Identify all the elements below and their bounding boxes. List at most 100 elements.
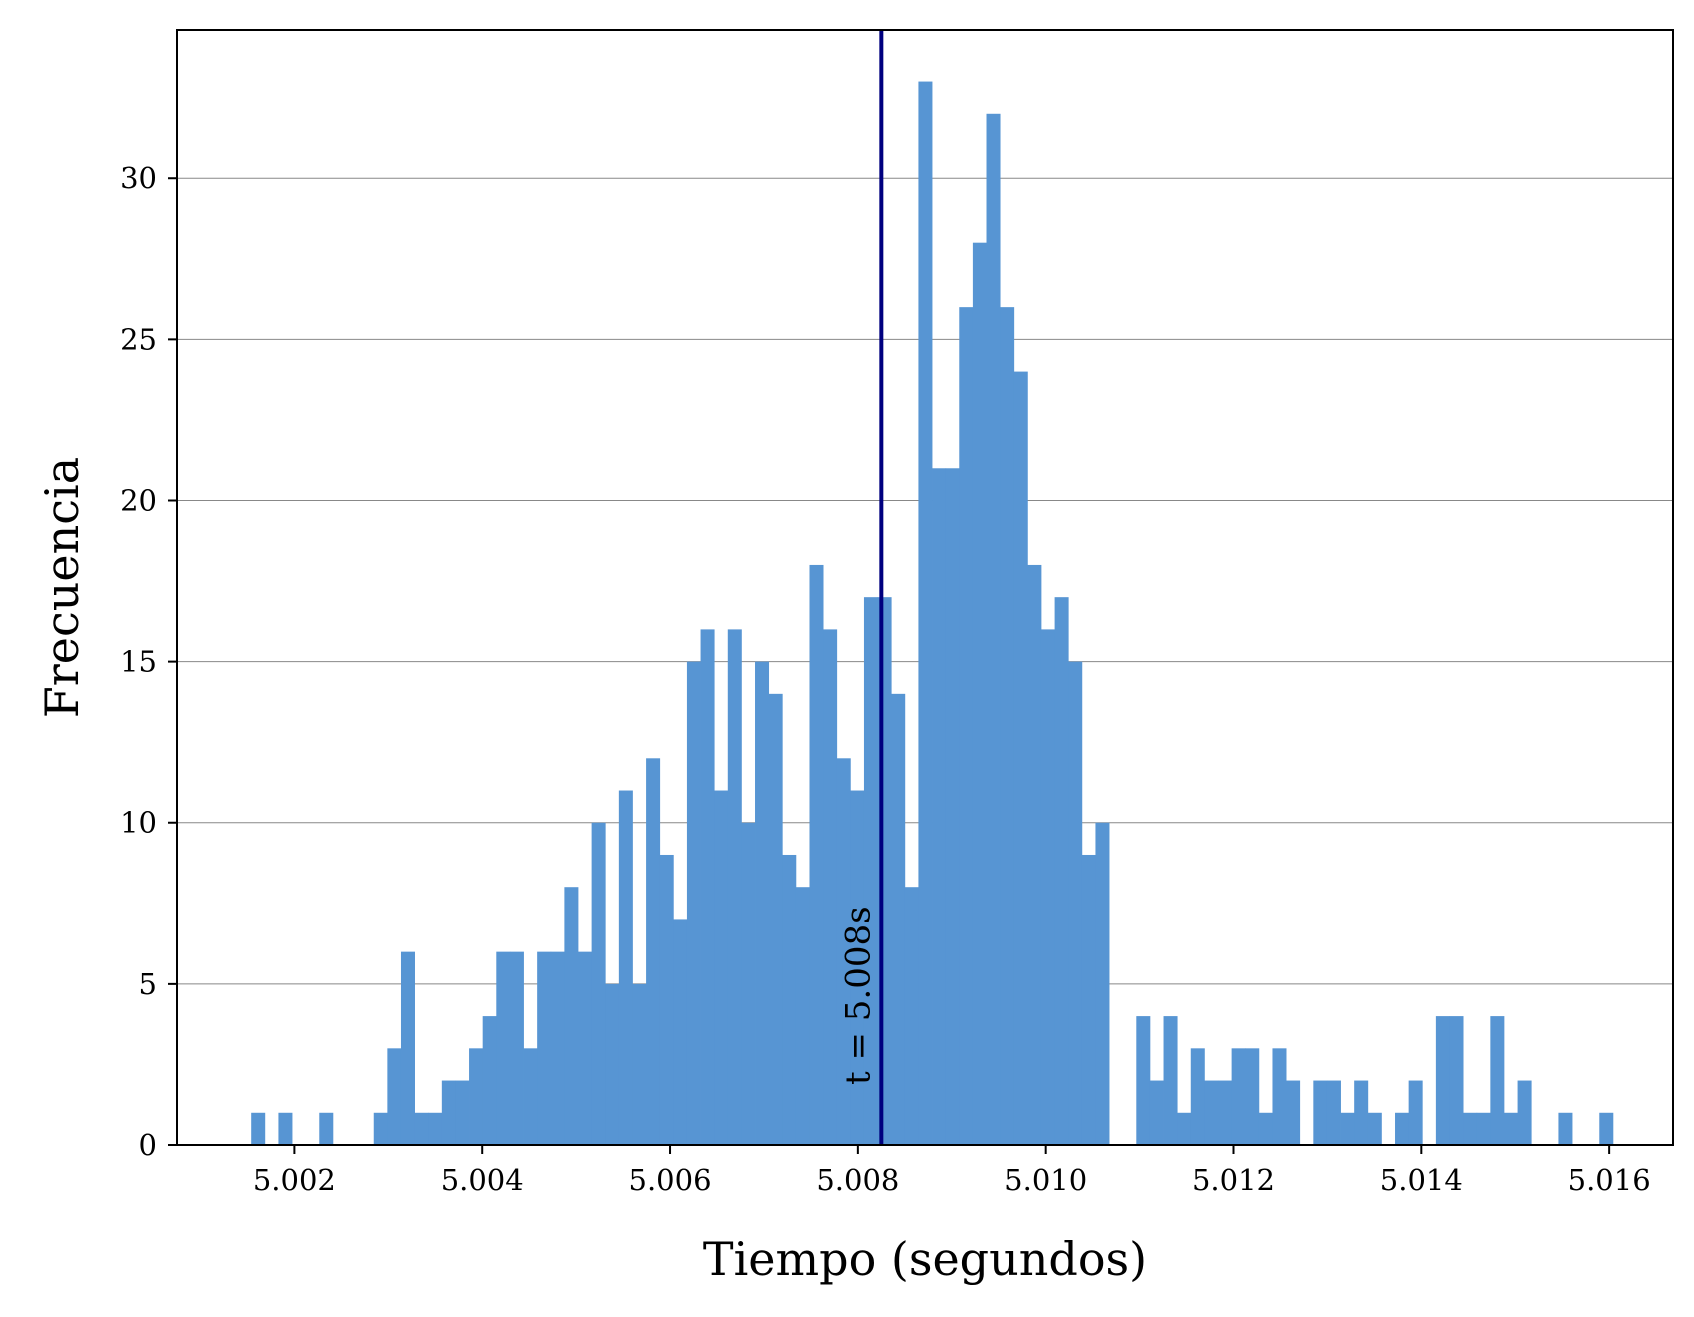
histogram-bar: [646, 758, 661, 1145]
histogram-bar: [400, 951, 415, 1145]
x-axis-title: Tiempo (segundos): [703, 1232, 1147, 1286]
histogram-bar: [1449, 1016, 1464, 1145]
histogram-bar: [428, 1112, 443, 1145]
histogram-bar: [387, 1048, 402, 1145]
histogram-bar: [1599, 1112, 1614, 1145]
histogram-bar: [1326, 1080, 1341, 1145]
histogram-bar: [1177, 1112, 1192, 1145]
x-axis-ticks: 5.002 5.004 5.006 5.008 5.010 5.012 5.014 5.016: [253, 1145, 1651, 1197]
histogram-bar: [1558, 1112, 1573, 1145]
x-tick-label: 5.014: [1380, 1163, 1463, 1197]
x-tick-label: 5.004: [441, 1163, 524, 1197]
histogram-bar: [972, 242, 987, 1145]
histogram-bar: [1027, 564, 1042, 1145]
x-tick-label: 5.006: [629, 1163, 712, 1197]
histogram-bar: [1136, 1016, 1151, 1145]
histogram-bar: [1354, 1080, 1369, 1145]
x-tick-label: 5.008: [816, 1163, 899, 1197]
histogram-bar: [768, 693, 783, 1145]
histogram-bar: [1190, 1048, 1205, 1145]
histogram-bar: [945, 468, 960, 1146]
histogram-bar: [823, 629, 838, 1145]
x-tick-label: 5.002: [253, 1163, 336, 1197]
histogram-bar: [251, 1112, 266, 1145]
y-tick-label: 30: [120, 161, 157, 195]
histogram-bar: [986, 113, 1001, 1145]
histogram-bar: [1040, 629, 1055, 1145]
y-axis-ticks: 0 5 10 15 20 25 30: [120, 161, 177, 1162]
histogram-bar: [537, 951, 552, 1145]
histogram-bar: [577, 951, 593, 1145]
histogram-bar: [1000, 307, 1015, 1145]
histogram-bar: [1340, 1112, 1355, 1145]
histogram-bars: [251, 81, 1614, 1146]
histogram-bar: [414, 1112, 429, 1145]
histogram-bar: [509, 951, 524, 1145]
reference-line-group: t = 5.008s: [838, 30, 884, 1145]
histogram-bar: [755, 661, 770, 1145]
histogram-bar: [1163, 1016, 1178, 1145]
histogram-bar: [564, 887, 579, 1145]
histogram-bar: [1463, 1112, 1478, 1145]
histogram-bar: [1204, 1080, 1219, 1145]
x-tick-label: 5.016: [1568, 1163, 1651, 1197]
histogram-bar: [278, 1112, 293, 1145]
histogram-bar: [904, 887, 919, 1145]
histogram-bar: [1476, 1112, 1491, 1145]
y-tick-label: 5: [139, 967, 157, 1001]
histogram-bar: [1395, 1112, 1410, 1145]
histogram-bar: [795, 887, 810, 1145]
histogram-bar: [850, 790, 865, 1145]
histogram-bar: [932, 468, 947, 1146]
histogram-bar: [809, 564, 824, 1145]
histogram-bar: [319, 1112, 334, 1145]
histogram-bar: [482, 1016, 497, 1145]
histogram-bar: [618, 790, 633, 1145]
histogram-bar: [455, 1080, 470, 1145]
histogram-bar: [1367, 1112, 1382, 1145]
histogram-bar: [591, 822, 606, 1145]
histogram-bar: [1081, 854, 1096, 1145]
histogram-bar: [1286, 1080, 1301, 1145]
histogram-bar: [659, 854, 674, 1145]
y-tick-label: 0: [139, 1128, 157, 1162]
histogram-bar: [836, 758, 851, 1145]
histogram-bar: [863, 597, 878, 1145]
histogram-bar: [550, 951, 565, 1145]
histogram-bar: [782, 854, 797, 1145]
histogram-bar: [700, 629, 715, 1145]
y-tick-label: 15: [120, 645, 157, 679]
histogram-bar: [959, 307, 974, 1145]
histogram-bar: [918, 81, 933, 1146]
histogram-bar: [891, 693, 906, 1145]
histogram-bar: [686, 661, 701, 1145]
histogram-bar: [1258, 1112, 1273, 1145]
histogram-bar: [441, 1080, 456, 1145]
histogram-bar: [714, 790, 729, 1145]
histogram-bar: [605, 983, 620, 1145]
histogram-bar: [632, 983, 647, 1145]
x-tick-label: 5.010: [1004, 1163, 1087, 1197]
histogram-bar: [1517, 1080, 1532, 1145]
x-tick-label: 5.012: [1192, 1163, 1275, 1197]
histogram-bar: [1218, 1080, 1233, 1145]
histogram-bar: [741, 822, 756, 1145]
histogram-bar: [1272, 1048, 1287, 1145]
histogram-bar: [1245, 1048, 1260, 1145]
histogram-bar: [1435, 1016, 1450, 1145]
histogram-bar: [1490, 1016, 1505, 1145]
histogram-bar: [1068, 661, 1083, 1145]
histogram-bar: [496, 951, 511, 1145]
histogram-bar: [469, 1048, 484, 1145]
y-tick-label: 20: [120, 483, 157, 517]
histogram-bar: [1013, 371, 1028, 1145]
y-tick-label: 25: [120, 322, 157, 356]
reference-line-label: t = 5.008s: [838, 906, 878, 1085]
plot-frame: [176, 29, 1674, 1146]
histogram-bar: [1503, 1112, 1518, 1145]
histogram-bar: [727, 629, 742, 1145]
histogram-bar: [373, 1112, 388, 1145]
histogram-bar: [1231, 1048, 1246, 1145]
histogram-bar: [1408, 1080, 1423, 1145]
